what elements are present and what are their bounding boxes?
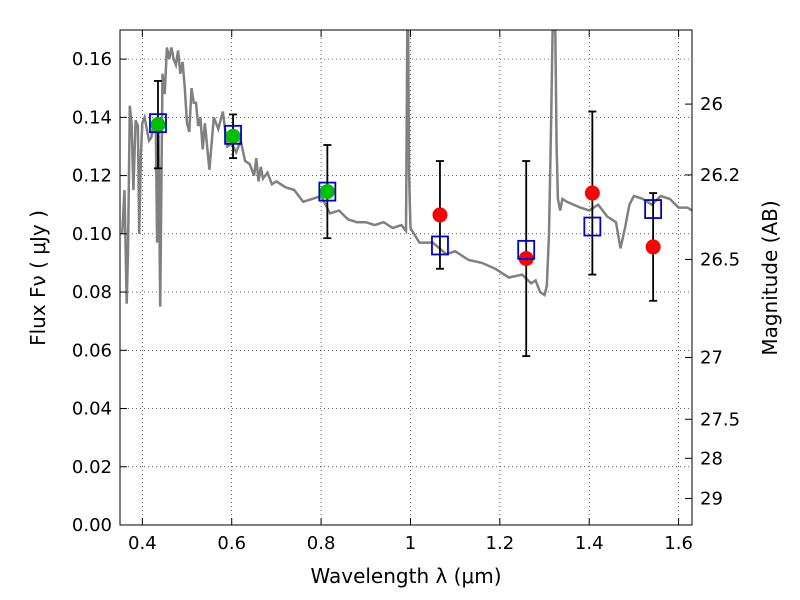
x-axis-label: Wavelength λ (μm) <box>310 564 501 588</box>
y-tick-label: 0.04 <box>72 399 112 420</box>
x-tick-label: 1.2 <box>486 533 515 554</box>
y-tick-label: 0.14 <box>72 107 112 128</box>
right-tick-label: 26.5 <box>700 249 740 270</box>
axis-ticks: 0.4 0.6 0.8 1 1.2 1.4 1.6 0.00 0.02 0.04 0.06 0.08 0… <box>72 30 740 554</box>
y-tick-label: 0.12 <box>72 166 112 187</box>
observed-flux-point <box>319 184 335 200</box>
grid <box>120 30 692 525</box>
model-flux-square <box>149 113 167 134</box>
right-tick-label: 27 <box>700 347 723 368</box>
y-tick-label: 0.06 <box>72 340 112 361</box>
observed-flux-point <box>150 117 166 133</box>
right-tick-label: 28 <box>700 448 723 469</box>
template-spectrum <box>120 30 692 307</box>
y-tick-label: 0.00 <box>72 515 112 536</box>
right-axis-label: Magnitude (AB) <box>758 200 782 355</box>
x-tick-label: 1.4 <box>575 533 604 554</box>
y-tick-label: 0.02 <box>72 457 112 478</box>
x-tick-label: 1 <box>405 533 416 554</box>
model-flux-square <box>517 239 536 260</box>
model-flux-square <box>583 216 602 237</box>
template-spectrum-line <box>120 30 692 307</box>
observed-flux-point <box>225 128 241 144</box>
right-tick-label: 26.2 <box>700 165 740 186</box>
model-flux-square <box>224 124 242 145</box>
x-tick-label: 1.6 <box>664 533 693 554</box>
x-tick-label: 0.8 <box>307 533 336 554</box>
model-flux-square <box>644 199 663 219</box>
data-points <box>149 113 663 267</box>
observed-flux-point <box>645 239 661 255</box>
observed-flux-point <box>584 185 600 201</box>
right-tick-label: 26 <box>700 94 723 115</box>
right-tick-label: 27.5 <box>700 409 740 430</box>
y-tick-label: 0.16 <box>72 49 112 70</box>
x-tick-label: 0.4 <box>128 533 157 554</box>
observed-flux-point <box>432 207 448 223</box>
x-tick-label: 0.6 <box>217 533 246 554</box>
y-tick-label: 0.08 <box>72 282 112 303</box>
right-tick-label: 29 <box>700 488 723 509</box>
model-flux-square <box>318 181 337 202</box>
model-flux-square <box>431 235 449 256</box>
y-axis-label: Flux Fν ( μJy ) <box>26 210 50 346</box>
plot-frame <box>119 29 693 526</box>
y-tick-label: 0.10 <box>72 224 112 245</box>
